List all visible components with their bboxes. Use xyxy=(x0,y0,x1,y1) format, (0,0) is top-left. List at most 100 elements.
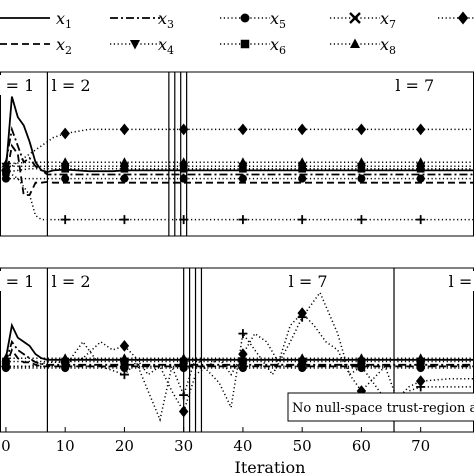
annotation-box: No null-space trust-region adap xyxy=(287,392,474,422)
point-x5 xyxy=(416,363,425,373)
axes-frame xyxy=(0,71,474,237)
annotation-frame xyxy=(287,392,474,422)
x-axis-label: Iteration xyxy=(235,458,306,474)
series-x9 xyxy=(1,123,474,177)
legend-label-x2: x2 xyxy=(56,35,72,57)
point-x7 xyxy=(356,215,366,225)
point-x8 xyxy=(1,158,11,168)
series-line-x3 xyxy=(5,339,474,366)
panel-bottom: l = 1 l = 2 l = 7 l = 8 No null-space trust-… xyxy=(0,267,474,474)
point-x9 xyxy=(119,123,130,136)
x-axis: 0 10 20 30 40 50 60 70 Iteration xyxy=(1,427,430,474)
series-x2 xyxy=(5,143,474,196)
panel-top: l = 1 l = 2 l = 7 xyxy=(0,71,474,237)
point-x8 xyxy=(416,353,426,362)
point-x5 xyxy=(120,174,129,183)
point-x9 xyxy=(238,123,248,136)
legend-entry-x8: x8 xyxy=(330,35,396,57)
legend-entry-x9 xyxy=(438,11,474,25)
legend-marker-x7 xyxy=(349,12,361,24)
point-x7 xyxy=(238,215,248,225)
point-x5 xyxy=(179,174,188,183)
legend: x1 x2 x3 x4 x5 x6 x7 x8 xyxy=(0,9,474,57)
point-x8 xyxy=(179,157,189,166)
point-x7 xyxy=(416,215,426,225)
point-x6 xyxy=(357,164,366,173)
legend-label-x5: x5 xyxy=(270,9,286,31)
x-tick-label: 10 xyxy=(56,437,75,455)
point-x9 xyxy=(415,375,426,388)
legend-entry-x4: x4 xyxy=(110,35,174,57)
segment-label: l = 7 xyxy=(289,272,328,291)
point-x8 xyxy=(297,353,307,362)
point-x9 xyxy=(356,123,367,136)
point-x5 xyxy=(298,174,307,183)
point-x7 xyxy=(119,370,129,380)
point-x8 xyxy=(179,353,189,362)
segment-label-bg xyxy=(51,75,92,95)
series-x5 xyxy=(1,174,474,183)
x-tick-label: 50 xyxy=(293,437,312,455)
point-x8 xyxy=(119,353,129,362)
series-line-x1 xyxy=(5,322,474,361)
legend-entry-x5: x5 xyxy=(220,9,286,31)
series-line-x1 xyxy=(5,96,474,173)
point-x5 xyxy=(179,363,188,373)
legend-marker-x5 xyxy=(240,13,250,23)
point-x7 xyxy=(356,361,366,371)
point-x9 xyxy=(1,360,11,373)
point-x5 xyxy=(357,174,366,183)
legend-marker-x4 xyxy=(130,40,140,50)
x-tick-label: 60 xyxy=(352,437,371,455)
point-x7 xyxy=(297,215,307,225)
legend-marker-x6 xyxy=(240,39,250,49)
legend-label-x4: x4 xyxy=(158,35,174,57)
legend-entry-x6: x6 xyxy=(220,35,286,57)
point-x8 xyxy=(119,157,129,166)
point-x7 xyxy=(119,215,129,225)
point-x8 xyxy=(416,157,426,166)
series-x3 xyxy=(5,339,474,366)
series-x1 xyxy=(5,96,474,173)
point-x9 xyxy=(60,356,70,369)
point-x5 xyxy=(238,363,247,373)
point-x7 xyxy=(238,329,248,339)
annotation-text: No null-space trust-region adap xyxy=(292,401,474,416)
series-x1 xyxy=(5,322,474,361)
legend-entry-x3: x3 xyxy=(110,9,174,31)
point-x6 xyxy=(179,164,188,173)
point-x9 xyxy=(415,123,426,136)
point-x8 xyxy=(356,353,366,362)
series-group xyxy=(1,96,474,225)
x-tick-label: 40 xyxy=(233,437,252,455)
segment-label-bg xyxy=(51,271,92,291)
segment-label: l = 1 xyxy=(0,76,34,95)
segment-label-bg xyxy=(394,75,435,95)
segment-label-bg xyxy=(0,271,35,291)
point-x5 xyxy=(61,174,70,183)
segment-label-bg xyxy=(0,75,35,95)
point-x8 xyxy=(356,157,366,166)
legend-label-x6: x6 xyxy=(270,35,286,57)
point-x5 xyxy=(298,363,307,373)
segment-boundaries xyxy=(46,72,188,236)
segment-label: l = 7 xyxy=(395,76,434,95)
series-x8 xyxy=(1,157,474,168)
point-x9 xyxy=(297,123,307,136)
segment-label: l = 2 xyxy=(52,272,91,291)
legend-label-x1: x1 xyxy=(56,9,72,31)
segment-label-bg xyxy=(448,271,474,291)
legend-marker-x8 xyxy=(350,38,360,48)
point-x8 xyxy=(60,157,70,166)
point-x6 xyxy=(120,164,129,173)
segment-label: l = 2 xyxy=(52,76,91,95)
point-x5 xyxy=(1,174,10,183)
series-group xyxy=(1,291,474,423)
segment-label: l = 8 xyxy=(449,272,474,291)
point-x9 xyxy=(119,340,130,352)
point-x6 xyxy=(298,164,306,173)
point-x6 xyxy=(239,164,247,173)
legend-entry-x1: x1 xyxy=(0,9,72,31)
point-x6 xyxy=(61,164,69,173)
